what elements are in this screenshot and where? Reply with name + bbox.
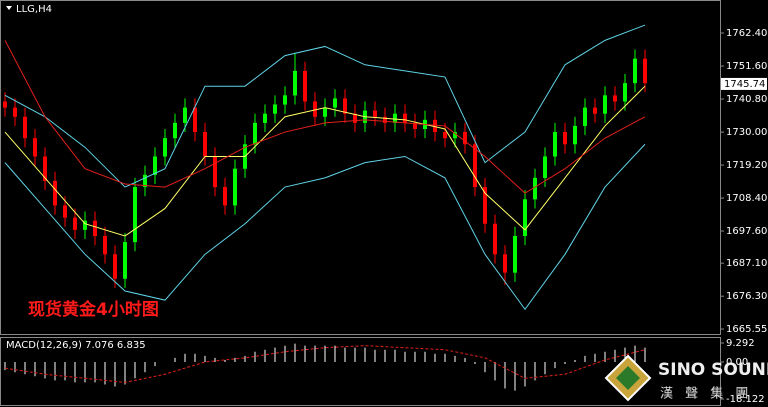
candle-body	[403, 113, 407, 123]
candle-body	[23, 116, 27, 139]
candle-body	[483, 187, 487, 224]
y-tick-label: 1676.30	[726, 291, 767, 302]
candle-body	[333, 98, 337, 108]
candle-body	[433, 119, 437, 133]
y-tick-label: 1719.20	[726, 160, 767, 171]
candle-body	[53, 180, 57, 206]
y-tick-label: 9.292	[726, 338, 755, 349]
candle-body	[583, 107, 587, 126]
y-tick-label: 1762.40	[726, 28, 767, 39]
candle-body	[443, 132, 447, 139]
candle-body	[33, 138, 37, 157]
candle-body	[473, 144, 477, 188]
candle-body	[613, 95, 617, 102]
candle-body	[513, 235, 517, 273]
candle-body	[453, 132, 457, 139]
macd-label: MACD(12,26,9) 7.076 6.835	[6, 340, 146, 351]
candle-body	[463, 132, 467, 145]
candle-body	[393, 113, 397, 123]
candle-body	[383, 116, 387, 123]
candle-body	[143, 174, 147, 188]
candle-body	[643, 58, 647, 84]
candle-body	[493, 223, 497, 255]
indicator-line	[4, 345, 646, 383]
candle-body	[263, 113, 267, 123]
candle-body	[223, 187, 227, 206]
y-tick-label: 1740.80	[726, 94, 767, 105]
candle-body	[253, 122, 257, 145]
logo-subtitle: 漢 聲 集 團	[660, 386, 752, 402]
annotation: 现货黄金4小时图	[28, 299, 159, 320]
candle-body	[73, 217, 77, 230]
candle-body	[153, 156, 157, 175]
candle-body	[633, 58, 637, 84]
y-tick-label: 1665.55	[726, 324, 767, 335]
candle-body	[193, 107, 197, 133]
candle-body	[533, 177, 537, 200]
candle-body	[133, 187, 137, 243]
candle-body	[93, 220, 97, 236]
candle-body	[43, 156, 47, 181]
candle-body	[183, 107, 187, 123]
candle-body	[323, 107, 327, 117]
main-panel	[0, 0, 721, 335]
candle-body	[353, 113, 357, 123]
candle-body	[123, 242, 127, 279]
candle-body	[63, 205, 67, 218]
price-label: 1745.74	[724, 79, 765, 90]
candle-body	[83, 220, 87, 230]
menu-arrow	[6, 6, 12, 10]
candle-body	[273, 104, 277, 114]
candle-body	[13, 107, 17, 117]
candle-body	[173, 122, 177, 139]
candle-body	[523, 199, 527, 236]
indicator-line	[4, 40, 646, 194]
candle-body	[373, 110, 377, 117]
candle-body	[543, 156, 547, 178]
indicator-line	[4, 24, 646, 188]
candle-body	[623, 83, 627, 102]
candle-body	[293, 70, 297, 96]
candle-body	[203, 132, 207, 157]
macd-panel	[0, 337, 721, 406]
price-box	[721, 77, 767, 90]
logo-inner	[616, 366, 640, 390]
logo-name: SINO SOUND	[658, 360, 768, 380]
candle-body	[283, 95, 287, 105]
y-tick-label: -18.122	[726, 394, 765, 405]
candle-body	[3, 101, 7, 108]
candle-body	[113, 254, 117, 279]
candle-body	[233, 168, 237, 206]
y-tick-label: 0.00	[726, 357, 748, 368]
candle-body	[413, 122, 417, 129]
indicator-line	[4, 85, 646, 237]
candle-body	[573, 125, 577, 145]
logo: SINO SOUND 漢 聲 集 團	[604, 354, 768, 402]
y-tick-label: 1687.10	[726, 258, 767, 269]
y-tick-label: 1751.60	[726, 61, 767, 72]
chart-title: LLG,H4	[16, 4, 52, 15]
candle-body	[213, 156, 217, 188]
candle-body	[103, 235, 107, 255]
candle-body	[553, 132, 557, 157]
y-tick-label: 1708.40	[726, 193, 767, 204]
candle-body	[563, 132, 567, 145]
indicator-line	[4, 143, 646, 311]
candle-body	[163, 138, 167, 157]
candle-body	[303, 70, 307, 102]
candle-body	[503, 254, 507, 273]
candle-body	[313, 101, 317, 117]
candle-body	[343, 98, 347, 114]
candle-body	[603, 95, 607, 114]
candle-body	[593, 107, 597, 114]
y-tick-label: 1730.00	[726, 127, 767, 138]
y-tick-label: 1697.60	[726, 226, 767, 237]
